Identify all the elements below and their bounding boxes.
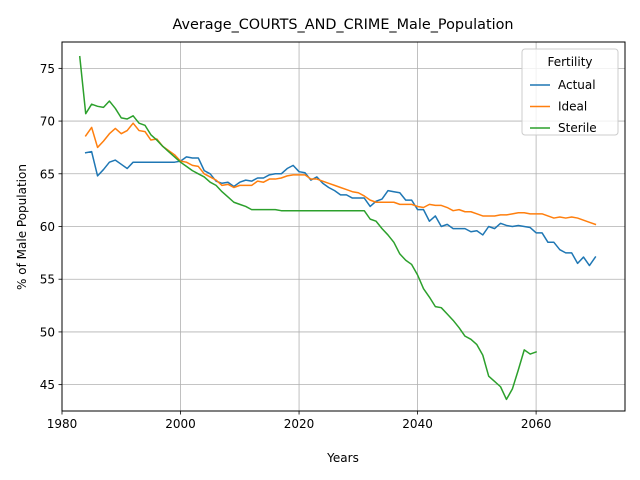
legend-label-ideal: Ideal [558, 100, 587, 114]
series-line-actual [84, 150, 597, 267]
x-tick-label: 2000 [165, 417, 196, 431]
series-line-ideal [84, 122, 597, 226]
series-layer [78, 55, 597, 401]
x-tick-label: 1980 [47, 417, 78, 431]
y-tick-label: 50 [40, 325, 55, 339]
grid-lines [61, 42, 625, 411]
x-tick-label: 2060 [521, 417, 552, 431]
legend-box [521, 48, 619, 136]
y-tick-label: 65 [40, 167, 55, 181]
legend-title: Fertility [547, 55, 592, 69]
axis-ticks: 1980 2000 2020 2040 2060 45 50 55 60 65 70 75 [40, 62, 552, 431]
chart-title: Average_COURTS_AND_CRIME_Male_Population [172, 17, 513, 33]
y-tick-label: 70 [40, 115, 55, 129]
y-tick-label: 75 [40, 62, 55, 76]
y-tick-label: 60 [40, 220, 55, 234]
series-line-sterile [78, 55, 538, 401]
legend-label-actual: Actual [558, 78, 596, 92]
y-tick-label: 45 [40, 378, 55, 392]
x-axis-label: Years [326, 451, 359, 465]
x-tick-label: 2020 [284, 417, 315, 431]
x-tick-label: 2040 [402, 417, 433, 431]
legend-label-sterile: Sterile [558, 121, 597, 135]
y-axis-label: % of Male Population [15, 164, 29, 290]
legend: Fertility Actual Ideal Sterile [521, 48, 619, 136]
y-tick-label: 55 [40, 273, 55, 287]
